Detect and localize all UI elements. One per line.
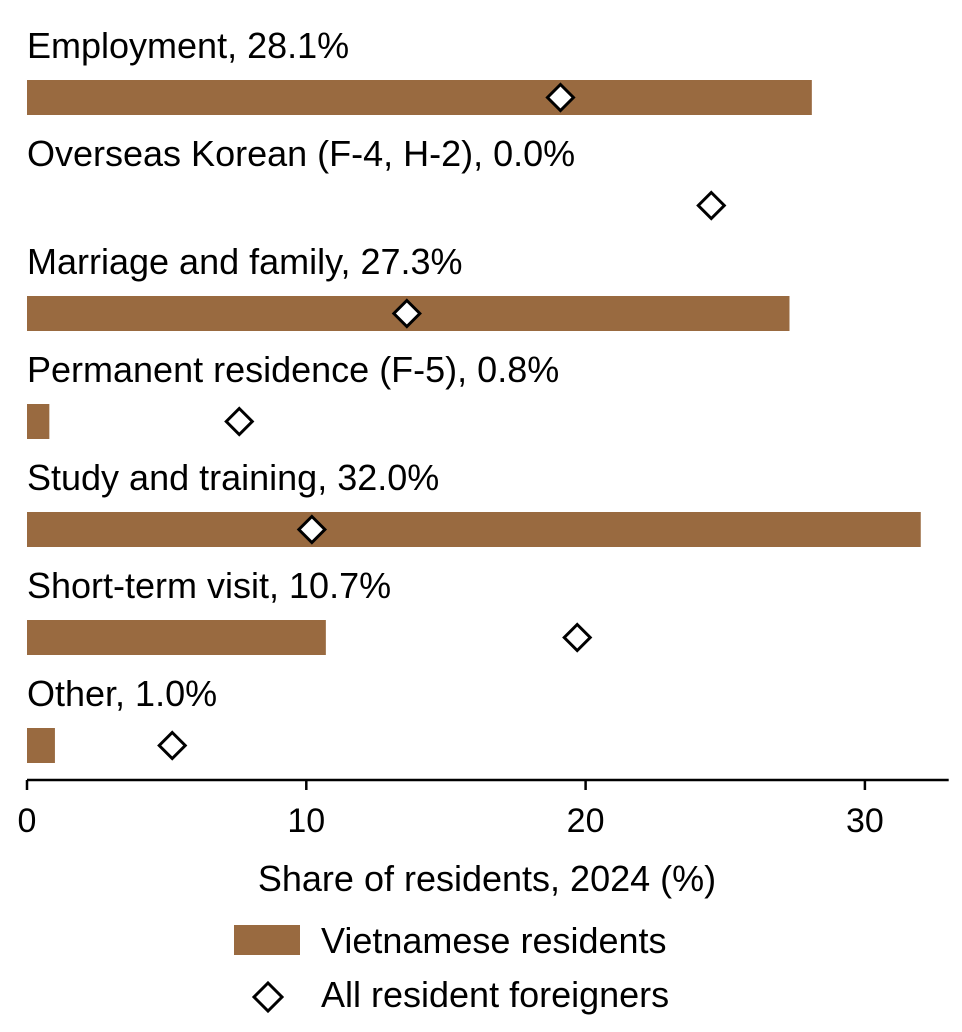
marker-short-term-visit bbox=[562, 622, 593, 653]
marker-study-and-training bbox=[296, 514, 328, 545]
legend-label-all-foreigners: All resident foreigners bbox=[321, 974, 669, 1015]
marker-other bbox=[157, 730, 188, 761]
legend-swatch-vietnamese bbox=[234, 925, 300, 955]
category-labels: Employment, 28.1% Overseas Korean (F-4, H… bbox=[27, 25, 575, 714]
category-label-study-and-training: Study and training, 32.0% bbox=[27, 457, 439, 498]
category-label-other: Other, 1.0% bbox=[27, 673, 217, 714]
legend: Vietnamese residents All resident foreig… bbox=[234, 920, 669, 1015]
x-axis-title: Share of residents, 2024 (%) bbox=[258, 858, 716, 899]
bars-layer bbox=[27, 80, 921, 763]
x-axis: 0 10 20 30 bbox=[18, 778, 949, 840]
marker-marriage-and-family bbox=[391, 298, 422, 329]
category-label-permanent-residence-f-5: Permanent residence (F-5), 0.8% bbox=[27, 349, 559, 390]
marker-permanent-residence-f-5 bbox=[224, 406, 255, 437]
x-tick-label-30: 30 bbox=[846, 802, 884, 840]
bar-permanent-residence-f-5 bbox=[27, 404, 50, 439]
category-label-employment: Employment, 28.1% bbox=[27, 25, 349, 66]
bar-employment bbox=[27, 80, 812, 115]
legend-label-vietnamese: Vietnamese residents bbox=[321, 920, 667, 961]
legend-marker-all-foreigners bbox=[251, 980, 285, 1014]
bar-study-and-training bbox=[27, 512, 921, 547]
marker-employment bbox=[545, 82, 576, 113]
x-tick-label-0: 0 bbox=[18, 802, 37, 840]
category-label-marriage-and-family: Marriage and family, 27.3% bbox=[27, 241, 463, 282]
x-tick-label-10: 10 bbox=[287, 802, 325, 840]
x-tick-label-20: 20 bbox=[567, 802, 605, 840]
category-label-short-term-visit: Short-term visit, 10.7% bbox=[27, 565, 391, 606]
category-label-overseas-korean-f-4-h-2: Overseas Korean (F-4, H-2), 0.0% bbox=[27, 133, 575, 174]
marker-overseas-korean-f-4-h-2 bbox=[696, 190, 727, 221]
bar-short-term-visit bbox=[27, 620, 326, 655]
bar-other bbox=[27, 728, 55, 763]
markers-layer bbox=[157, 82, 727, 761]
